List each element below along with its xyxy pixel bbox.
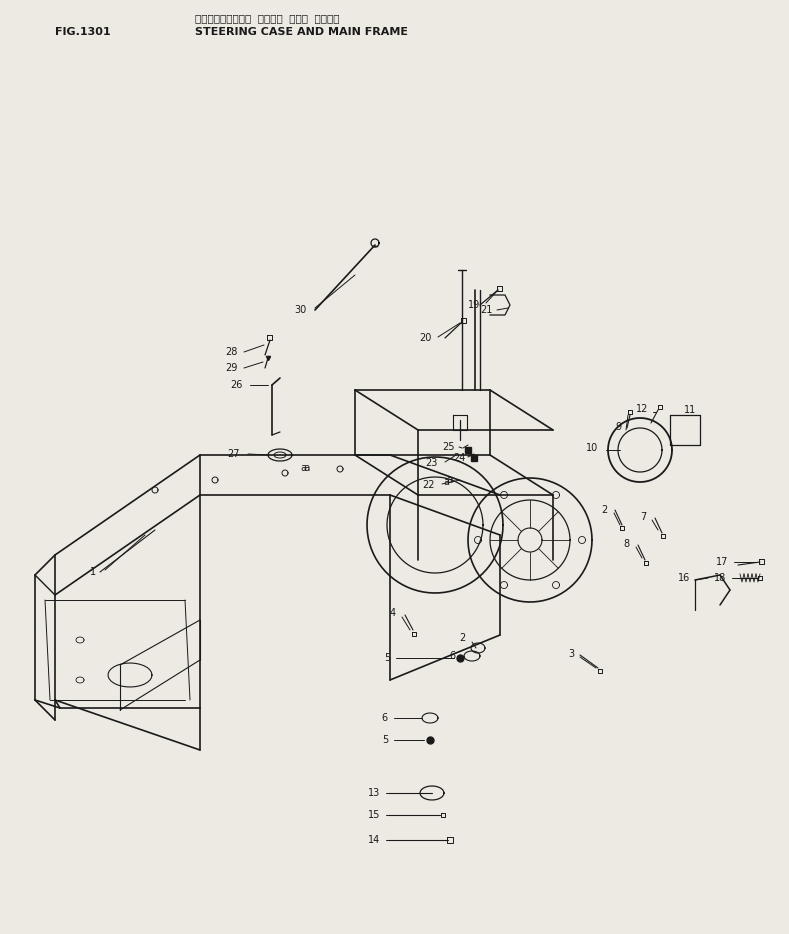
Text: 8: 8 — [624, 539, 630, 549]
Text: a: a — [446, 475, 452, 485]
Text: 19: 19 — [468, 300, 480, 310]
Text: 17: 17 — [716, 557, 728, 567]
Text: a: a — [303, 463, 309, 473]
Text: 21: 21 — [481, 305, 493, 315]
Text: 20: 20 — [420, 333, 432, 343]
Text: 9: 9 — [616, 422, 622, 432]
Text: 12: 12 — [636, 404, 648, 414]
Text: 5: 5 — [383, 653, 390, 663]
Text: 18: 18 — [714, 573, 726, 583]
Text: 2: 2 — [602, 505, 608, 515]
Text: 1: 1 — [90, 567, 96, 577]
Text: a: a — [443, 477, 449, 487]
Text: a: a — [300, 463, 306, 473]
Text: 27: 27 — [227, 449, 240, 459]
Text: 30: 30 — [295, 305, 307, 315]
Text: FIG.1301: FIG.1301 — [55, 27, 110, 37]
Text: 28: 28 — [226, 347, 238, 357]
Text: 6: 6 — [382, 713, 388, 723]
Text: 16: 16 — [678, 573, 690, 583]
Text: 13: 13 — [368, 788, 380, 798]
Text: ステアリングケース  アネビグ  メイン  フレーム: ステアリングケース アネビグ メイン フレーム — [195, 13, 339, 23]
Text: 25: 25 — [443, 442, 455, 452]
Text: STEERING CASE AND MAIN FRAME: STEERING CASE AND MAIN FRAME — [195, 27, 408, 37]
Text: 3: 3 — [568, 649, 574, 659]
Text: 5: 5 — [382, 735, 388, 745]
Text: 2: 2 — [460, 633, 466, 643]
Text: 6: 6 — [450, 651, 456, 661]
Text: 14: 14 — [368, 835, 380, 845]
Text: 24: 24 — [454, 453, 466, 463]
Text: 26: 26 — [230, 380, 243, 390]
Text: 29: 29 — [226, 363, 238, 373]
Text: 10: 10 — [585, 443, 598, 453]
Text: 15: 15 — [368, 810, 380, 820]
Text: 7: 7 — [640, 512, 646, 522]
Text: 11: 11 — [684, 405, 696, 415]
Text: 22: 22 — [422, 480, 435, 490]
Text: 23: 23 — [425, 458, 438, 468]
Text: 4: 4 — [390, 608, 396, 618]
